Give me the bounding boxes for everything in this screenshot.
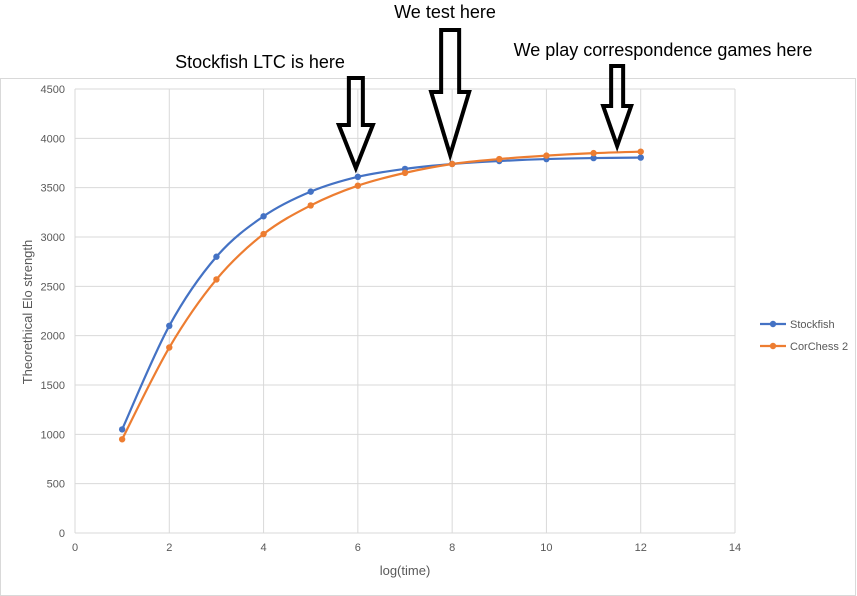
data-point-stockfish bbox=[590, 154, 597, 162]
x-axis-title: log(time) bbox=[380, 563, 431, 578]
y-tick-label: 2500 bbox=[41, 281, 65, 293]
y-tick-label: 500 bbox=[47, 479, 65, 491]
x-tick-label: 8 bbox=[449, 542, 455, 554]
x-tick-label: 2 bbox=[166, 542, 172, 554]
annotation-label: We test here bbox=[394, 2, 496, 22]
y-tick-label: 3000 bbox=[41, 232, 65, 244]
data-point-corchess-2 bbox=[448, 160, 456, 168]
annotation-arrows bbox=[335, 28, 634, 174]
data-point-corchess-2 bbox=[166, 344, 173, 351]
annotation-label: Stockfish LTC is here bbox=[175, 52, 345, 72]
data-point-stockfish bbox=[260, 213, 267, 220]
data-point-corchess-2 bbox=[401, 169, 409, 177]
annotation-arrow bbox=[335, 76, 376, 174]
legend-marker-corchess-2 bbox=[769, 342, 777, 350]
annotation-label: We play correspondence games here bbox=[514, 40, 813, 60]
x-tick-label: 14 bbox=[729, 542, 741, 554]
x-tick-label: 4 bbox=[261, 542, 267, 554]
legend: Stockfish CorChess 2 bbox=[760, 319, 848, 353]
data-point-corchess-2 bbox=[543, 152, 550, 159]
y-tick-label: 0 bbox=[59, 528, 65, 540]
data-point-corchess-2 bbox=[260, 230, 267, 238]
y-tick-label: 3500 bbox=[41, 183, 65, 195]
y-axis-title: Theorethical Elo strength bbox=[20, 240, 35, 385]
legend-label-corchess-2: CorChess 2 bbox=[790, 341, 848, 353]
data-point-corchess-2 bbox=[118, 436, 126, 443]
data-point-stockfish bbox=[213, 253, 220, 260]
annotations: Stockfish LTC is here We test here We play… bbox=[175, 2, 812, 72]
data-point-stockfish bbox=[307, 188, 314, 195]
data-point-corchess-2 bbox=[354, 182, 362, 189]
data-point-stockfish bbox=[637, 154, 644, 161]
data-point-corchess-2 bbox=[637, 148, 644, 155]
data-point-corchess-2 bbox=[590, 149, 597, 157]
legend-label-stockfish: Stockfish bbox=[790, 319, 835, 331]
y-tick-label: 1000 bbox=[41, 429, 65, 441]
gridlines bbox=[74, 88, 736, 534]
y-tick-label: 4500 bbox=[41, 84, 65, 96]
y-tick-label: 2000 bbox=[41, 331, 65, 343]
annotation-arrow bbox=[600, 64, 634, 153]
x-tick-label: 6 bbox=[355, 542, 361, 554]
annotation-arrow bbox=[428, 28, 472, 162]
x-tick-label: 0 bbox=[72, 542, 78, 554]
y-tick-labels: 0 500 1000 1500 2000 2500 3000 3500 4000 4500 bbox=[41, 84, 65, 540]
data-point-corchess-2 bbox=[496, 155, 503, 163]
y-tick-label: 1500 bbox=[41, 380, 65, 392]
legend-marker-stockfish bbox=[769, 320, 777, 328]
data-point-stockfish bbox=[166, 322, 173, 329]
series-points bbox=[118, 148, 644, 443]
data-point-stockfish bbox=[118, 426, 126, 433]
y-tick-label: 4000 bbox=[41, 133, 65, 145]
data-point-corchess-2 bbox=[213, 276, 220, 283]
data-point-corchess-2 bbox=[307, 202, 314, 209]
x-tick-label: 12 bbox=[635, 542, 647, 554]
chart-area-border bbox=[0, 78, 856, 596]
x-tick-label: 10 bbox=[540, 542, 552, 554]
data-point-stockfish bbox=[354, 173, 362, 181]
x-tick-labels: 0 2 4 6 8 10 12 14 bbox=[72, 542, 741, 554]
